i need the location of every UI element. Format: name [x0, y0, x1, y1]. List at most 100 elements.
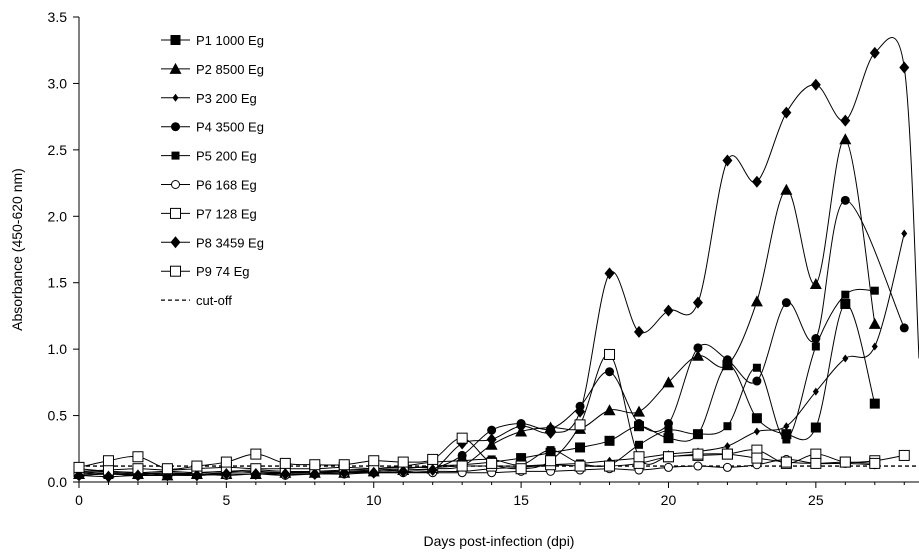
data-point: [486, 457, 498, 469]
legend-item: P3 200 Eg: [161, 91, 257, 106]
data-point: [751, 452, 763, 464]
legend-label: cut-off: [196, 293, 232, 308]
x-tick-label: 10: [366, 492, 382, 508]
y-tick-label: 3.0: [48, 75, 68, 91]
data-point: [663, 433, 674, 444]
data-point: [633, 405, 645, 417]
data-point: [810, 457, 822, 469]
data-point: [486, 433, 497, 446]
data-point: [722, 355, 732, 365]
data-point: [692, 296, 703, 309]
legend-marker: [169, 62, 182, 74]
data-point: [870, 286, 879, 295]
data-point: [220, 456, 232, 468]
x-tick-label: 20: [661, 492, 677, 508]
data-point: [810, 78, 821, 91]
legend-marker: [170, 207, 181, 219]
data-point: [73, 461, 85, 473]
legend-item: P4 3500 Eg: [161, 120, 264, 135]
data-point: [869, 398, 880, 409]
data-point: [841, 290, 850, 299]
series-layer: [73, 37, 919, 483]
data-point: [338, 459, 350, 471]
data-point: [721, 359, 734, 371]
data-point: [545, 455, 557, 467]
data-point: [693, 430, 702, 439]
legend-item: P6 168 Eg: [161, 178, 257, 193]
data-point: [575, 405, 586, 418]
data-point: [102, 455, 114, 467]
y-tick-label: 3.5: [48, 9, 68, 25]
data-point: [191, 460, 203, 472]
data-point: [869, 457, 881, 469]
data-point: [456, 432, 468, 444]
data-point: [456, 460, 468, 472]
series-line: [78, 353, 875, 470]
data-point: [663, 419, 673, 429]
legend-item: P9 74 Eg: [161, 264, 250, 279]
data-point: [662, 376, 675, 388]
legend-label: P5 200 Eg: [196, 149, 257, 164]
data-point: [693, 461, 703, 471]
data-point: [842, 354, 849, 363]
data-point: [869, 46, 880, 59]
data-point: [280, 468, 291, 481]
data-point: [516, 420, 527, 433]
x-tick-label: 25: [808, 492, 824, 508]
data-point: [663, 304, 674, 317]
data-point: [782, 435, 791, 444]
data-point: [809, 278, 822, 290]
data-point: [368, 455, 380, 467]
data-point: [397, 456, 409, 468]
data-point: [781, 298, 791, 308]
series-8: [74, 37, 919, 483]
data-point: [781, 106, 792, 119]
data-point: [751, 413, 762, 424]
y-tick-label: 0.0: [48, 474, 68, 490]
data-point: [633, 451, 645, 463]
data-point: [279, 457, 291, 469]
data-point: [693, 343, 703, 353]
y-tick-label: 0.5: [48, 408, 68, 424]
y-tick-label: 1.0: [48, 341, 68, 357]
data-point: [840, 195, 850, 205]
data-point: [603, 404, 616, 416]
legend-label: P9 74 Eg: [196, 264, 250, 279]
data-point: [783, 422, 790, 431]
data-point: [899, 323, 909, 333]
data-point: [221, 468, 232, 481]
data-point: [132, 469, 143, 482]
data-point: [721, 448, 733, 460]
data-point: [309, 468, 320, 481]
data-point: [634, 419, 644, 429]
data-point: [574, 460, 586, 472]
data-point: [664, 426, 673, 435]
legend: P1 1000 Eg P2 8500 Eg P3 200 Eg P4 3500 Eg P…: [161, 33, 264, 308]
data-point: [840, 114, 851, 127]
data-point: [604, 435, 615, 446]
legend-item: P5 200 Eg: [161, 149, 257, 164]
data-point: [575, 442, 586, 453]
legend-label: P7 128 Eg: [196, 206, 257, 221]
data-point: [812, 387, 819, 396]
data-point: [398, 465, 409, 478]
legend-label: P2 8500 Eg: [196, 62, 264, 77]
data-point: [899, 61, 910, 74]
data-point: [427, 464, 438, 477]
data-point: [723, 422, 732, 431]
legend-item: P8 3459 Eg: [161, 235, 264, 250]
x-axis-ticks: 0 5 10 15 20 25: [75, 482, 905, 508]
legend-item: P1 1000 Eg: [161, 33, 264, 48]
data-point: [546, 446, 555, 455]
legend-label: P1 1000 Eg: [196, 33, 264, 48]
data-point: [161, 463, 173, 475]
data-point: [634, 325, 644, 338]
legend-marker: [170, 265, 181, 277]
data-point: [692, 448, 704, 460]
legend-marker: [171, 122, 180, 132]
data-point: [605, 367, 615, 377]
data-point: [780, 183, 793, 195]
legend-marker: [170, 35, 181, 45]
axes: 0 5 10 15 20 25 0.0 0.5 1.0 1.5 2.0 2.5 3.0 3.5 Days…: [9, 9, 919, 549]
data-point: [724, 442, 731, 451]
